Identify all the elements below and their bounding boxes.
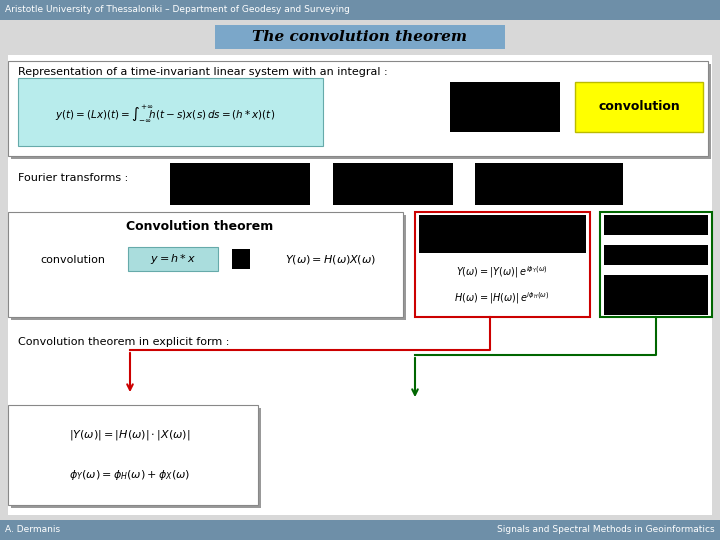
- Text: $y = h * x$: $y = h * x$: [150, 252, 196, 266]
- Text: Aristotle University of Thessaloniki – Department of Geodesy and Surveying: Aristotle University of Thessaloniki – D…: [5, 5, 350, 15]
- Bar: [575, 82, 703, 132]
- Bar: [604, 295, 708, 315]
- Bar: [8, 61, 708, 156]
- Text: $H(\omega) = |H(\omega)|\,e^{i\phi_H(\omega)}$: $H(\omega) = |H(\omega)|\,e^{i\phi_H(\om…: [454, 290, 549, 306]
- Text: convolution: convolution: [598, 100, 680, 113]
- Text: Convolution theorem: Convolution theorem: [127, 220, 274, 233]
- Bar: [11, 64, 711, 159]
- Bar: [475, 163, 623, 205]
- Bar: [170, 163, 310, 205]
- Text: A. Dermanis: A. Dermanis: [5, 525, 60, 535]
- Bar: [215, 25, 505, 49]
- Text: $y(t) = (Lx)(t) = \int_{-\infty}^{+\infty}\!\! h(t-s)x(s)\,ds = (h*x)(t)$: $y(t) = (Lx)(t) = \int_{-\infty}^{+\inft…: [55, 104, 275, 124]
- Bar: [8, 212, 403, 317]
- Text: $\phi_Y(\omega) = \phi_H(\omega) + \phi_X(\omega)$: $\phi_Y(\omega) = \phi_H(\omega) + \phi_…: [69, 468, 191, 482]
- Text: $Y(\omega) = |Y(\omega)|\,e^{i\phi_Y(\omega)}$: $Y(\omega) = |Y(\omega)|\,e^{i\phi_Y(\om…: [456, 264, 548, 280]
- Text: Representation of a time-invariant linear system with an integral :: Representation of a time-invariant linea…: [18, 67, 387, 77]
- Text: Signals and Spectral Methods in Geoinformatics: Signals and Spectral Methods in Geoinfor…: [498, 525, 715, 535]
- Text: $|Y(\omega)| = |H(\omega)|\cdot|X(\omega)|$: $|Y(\omega)| = |H(\omega)|\cdot|X(\omega…: [69, 428, 191, 442]
- Bar: [232, 249, 250, 269]
- Bar: [604, 215, 708, 235]
- Bar: [0, 0, 720, 20]
- Bar: [11, 215, 406, 320]
- Bar: [415, 212, 590, 317]
- Text: Fourier transforms :: Fourier transforms :: [18, 173, 128, 183]
- Bar: [450, 82, 560, 132]
- Bar: [0, 520, 720, 540]
- Text: Convolution theorem in explicit form :: Convolution theorem in explicit form :: [18, 337, 230, 347]
- Bar: [600, 212, 712, 317]
- Text: The convolution theorem: The convolution theorem: [253, 30, 467, 44]
- Text: convolution: convolution: [40, 255, 105, 265]
- Bar: [604, 275, 708, 295]
- Bar: [419, 215, 586, 253]
- Bar: [18, 78, 323, 146]
- Bar: [8, 55, 712, 515]
- Bar: [333, 163, 453, 205]
- Bar: [11, 408, 261, 508]
- Text: $Y(\omega) = H(\omega)X(\omega)$: $Y(\omega) = H(\omega)X(\omega)$: [284, 253, 375, 266]
- Bar: [128, 247, 218, 271]
- Bar: [8, 405, 258, 505]
- Bar: [604, 245, 708, 265]
